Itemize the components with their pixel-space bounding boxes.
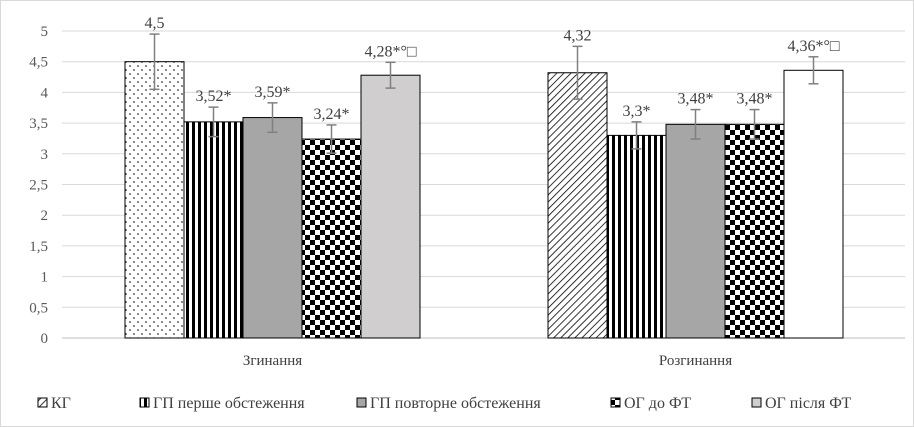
y-tick-label: 4,5 xyxy=(29,55,48,71)
bar xyxy=(724,123,785,339)
legend-label: ГП перше обстеження xyxy=(153,395,305,412)
y-tick-label: 1 xyxy=(41,270,49,286)
legend-label: ОГ до ФТ xyxy=(624,395,691,412)
data-label: 3,52* xyxy=(196,88,232,105)
legend-label: ОГ після ФТ xyxy=(765,395,852,412)
legend-label: ГП повторне обстеження xyxy=(370,395,541,412)
data-label: 3,3* xyxy=(623,103,651,120)
y-tick-label: 1,5 xyxy=(29,239,48,255)
data-label: 4,28*°□ xyxy=(364,43,416,60)
bar xyxy=(606,134,667,339)
bar xyxy=(360,74,421,339)
bar xyxy=(783,69,844,339)
legend-swatch xyxy=(356,397,367,408)
bar xyxy=(665,123,726,339)
y-tick-label: 4 xyxy=(41,85,49,101)
y-tick-label: 0,5 xyxy=(29,300,48,316)
bar xyxy=(301,138,362,339)
legend-swatch xyxy=(139,397,150,408)
category-label: Згинання xyxy=(243,353,302,369)
data-label: 4,5 xyxy=(145,15,165,32)
data-label: 3,48* xyxy=(678,91,714,108)
legend-swatch xyxy=(610,397,621,408)
data-label: 3,24* xyxy=(314,106,350,123)
y-tick-label: 0 xyxy=(41,331,49,347)
category-label: Розгинання xyxy=(659,353,732,369)
y-tick-label: 2,5 xyxy=(29,178,48,194)
legend-label: КГ xyxy=(51,395,71,412)
legend-swatch xyxy=(37,397,48,408)
legend-swatch xyxy=(751,397,762,408)
bar xyxy=(183,121,244,339)
data-label: 4,32 xyxy=(564,27,592,44)
y-tick-label: 5 xyxy=(41,24,49,40)
data-label: 3,59* xyxy=(255,84,291,101)
y-tick-label: 3 xyxy=(41,147,49,163)
y-tick-label: 3,5 xyxy=(29,116,48,132)
bar xyxy=(547,72,608,339)
bar xyxy=(124,61,185,339)
y-tick-label: 2 xyxy=(41,208,49,224)
bar xyxy=(242,117,303,339)
data-label: 4,36*°□ xyxy=(787,38,839,55)
data-label: 3,48* xyxy=(737,91,773,108)
